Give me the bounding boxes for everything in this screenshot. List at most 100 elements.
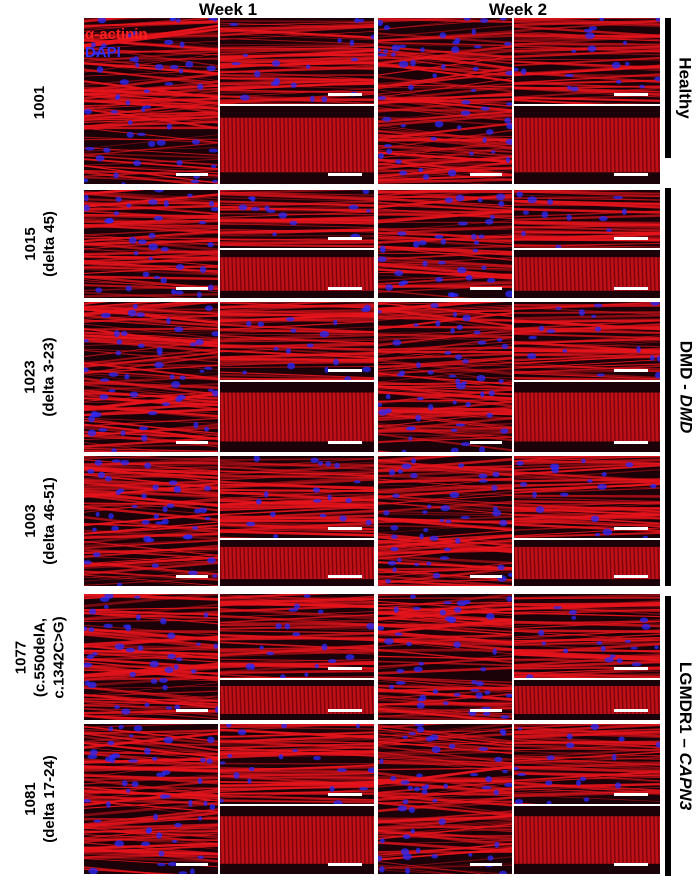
group-bar-dmd [665,188,671,586]
scale-bar [614,575,648,578]
scale-bar [614,441,648,444]
row-mutation: (delta 17-24) [41,755,59,843]
micrograph-week2-detail [514,190,660,248]
group-bar-healthy [665,18,671,158]
micrograph-week1-striation [220,250,374,298]
scale-bar [470,863,502,866]
micrograph-week1-overview [84,594,218,720]
row-id: 1023 [21,360,39,394]
row-id: 1003 [22,504,40,538]
micrograph-week2-striation [514,806,660,874]
micrograph-week1-striation [220,680,374,720]
scale-bar [176,173,208,176]
micrograph-week1-detail [220,190,374,248]
scale-bar [614,93,648,96]
scale-bar [328,863,362,866]
scale-bar [328,709,362,712]
micrograph-week2-detail [514,302,660,380]
row-mutation: (delta 45) [40,211,58,277]
micrograph-week1-overview [84,302,218,452]
scale-bar [614,667,648,670]
micrograph-week1-striation [220,106,374,184]
scale-bar [614,237,648,240]
scale-bar [614,173,648,176]
row-label-1081: 1081 (delta 17-24) [0,724,80,874]
micrograph-week2-striation [514,680,660,720]
micrograph-week1-detail [220,456,374,538]
micrograph-week1-detail [220,724,374,804]
row-mutation: (c.550delA, [31,617,49,697]
micrograph-week1-overview [84,18,218,184]
row-id: 1077 [12,640,30,674]
scale-bar [328,237,362,240]
scale-bar [328,527,362,530]
row-mutation: (delta 46-51) [41,477,59,565]
group-label-lgmdr1: LGMDR1 – CAPN3 [676,661,695,811]
micrograph-week2-overview [378,302,512,452]
scale-bar [176,575,208,578]
scale-bar [470,287,502,290]
micrograph-week2-striation [514,106,660,184]
legend-dapi: DAPI [85,44,121,61]
group-label-healthy: Healthy [676,57,696,119]
scale-bar [176,287,208,290]
column-header-week-1: Week 1 [198,0,258,19]
micrograph-week2-detail [514,594,660,678]
row-label-1015: 1015 (delta 45) [0,190,80,298]
scale-bar [328,667,362,670]
legend-alpha-actinin: α-actinin [85,26,148,43]
row-id: 1015 [21,227,39,261]
row-label-1003: 1003 (delta 46-51) [0,456,80,586]
row-id: 1081 [22,782,40,816]
scale-bar [328,93,362,96]
micrograph-week2-overview [378,456,512,586]
row-mutation-2: c.1342C>G) [50,615,68,699]
row-label-1001: 1001 [0,20,80,184]
row-id: 1001 [31,85,49,119]
micrograph-week1-striation [220,806,374,874]
group-label-dmd: DMD - DMD [676,340,696,434]
scale-bar [614,863,648,866]
micrograph-week1-overview [84,724,218,874]
micrograph-week1-striation [220,382,374,452]
micrograph-week1-overview [84,190,218,298]
micrograph-week2-detail [514,724,660,804]
micrograph-week1-detail [220,594,374,678]
stain-legend: α-actinin DAPI [85,26,148,62]
micrograph-week2-overview [378,724,512,874]
scale-bar [614,709,648,712]
scale-bar [614,369,648,372]
group-bar-lgmdr1 [665,596,671,876]
row-label-1077: 1077 (c.550delA, c.1342C>G) [0,594,80,720]
micrograph-week2-overview [378,18,512,184]
scale-bar [470,575,502,578]
group-gene: CAPN3 [676,752,695,811]
scale-bar [328,575,362,578]
micrograph-week2-overview [378,190,512,298]
micrograph-week2-striation [514,382,660,452]
scale-bar [176,441,208,444]
scale-bar [470,173,502,176]
micrograph-week2-detail [514,456,660,538]
scale-bar [328,793,362,796]
column-header-week-2: Week 2 [488,0,548,19]
scale-bar [614,527,648,530]
micrograph-week2-overview [378,594,512,720]
micrograph-week2-striation [514,540,660,586]
group-gene: DMD [676,394,696,434]
row-label-1023: 1023 (delta 3-23) [0,302,80,452]
micrograph-week1-detail [220,302,374,380]
micrograph-week1-striation [220,540,374,586]
scale-bar [328,441,362,444]
row-mutation: (delta 3-23) [40,337,58,417]
scale-bar [614,287,648,290]
scale-bar [470,709,502,712]
scale-bar [176,863,208,866]
scale-bar [328,287,362,290]
scale-bar [328,369,362,372]
scale-bar [328,173,362,176]
scale-bar [176,709,208,712]
scale-bar [614,793,648,796]
micrograph-week2-striation [514,250,660,298]
micrograph-week1-detail [220,18,374,104]
